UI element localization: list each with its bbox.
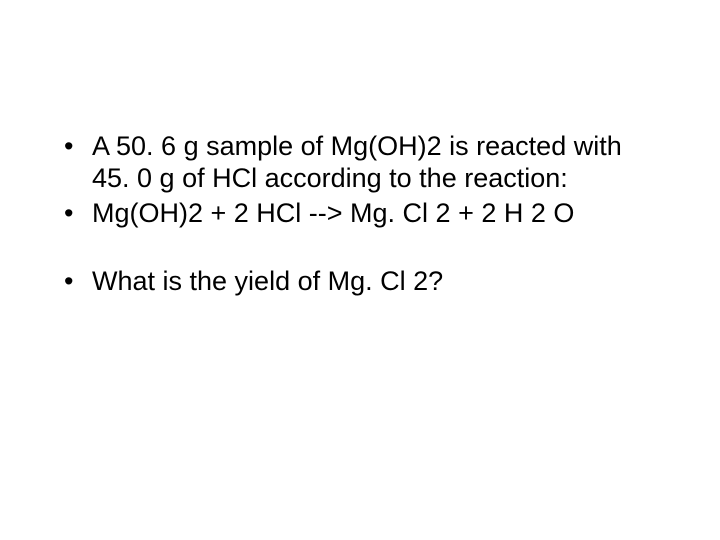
slide-container: A 50. 6 g sample of Mg(OH)2 is reacted w… [0, 0, 720, 540]
bullet-item: Mg(OH)2 + 2 HCl --> Mg. Cl 2 + 2 H 2 O [58, 197, 650, 229]
bullet-text: A 50. 6 g sample of Mg(OH)2 is reacted w… [92, 131, 622, 193]
spacer [58, 231, 650, 265]
bullet-item: A 50. 6 g sample of Mg(OH)2 is reacted w… [58, 130, 650, 195]
bullet-item: What is the yield of Mg. Cl 2? [58, 265, 650, 297]
bullet-text: Mg(OH)2 + 2 HCl --> Mg. Cl 2 + 2 H 2 O [92, 198, 574, 228]
bullet-list: A 50. 6 g sample of Mg(OH)2 is reacted w… [58, 130, 650, 298]
bullet-text: What is the yield of Mg. Cl 2? [92, 266, 443, 296]
